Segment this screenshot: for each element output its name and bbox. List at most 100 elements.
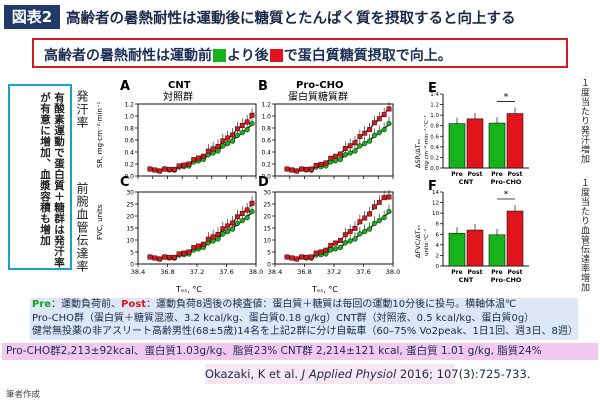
panelB-marker-post — [318, 161, 324, 167]
left-note-text: 有酸素運動で蛋白質＋糖群は発汗率が有意に増加、血漿容積も増加 — [39, 92, 65, 268]
panelA-marker-post — [181, 162, 187, 168]
panelD-marker-post — [367, 211, 373, 217]
panelF-ytick-label: 6 — [436, 232, 440, 238]
panelD-marker-post — [381, 195, 387, 201]
panelA-marker-post — [225, 135, 231, 141]
panelC-marker-post — [171, 254, 177, 260]
panelD-marker-post — [303, 254, 309, 260]
panelC-ytick-label: 0 — [130, 262, 134, 269]
page-title: 高齢者の暑熱耐性は運動後に糖質とたんぱく質を摂取すると向上する — [66, 11, 516, 27]
panelA-marker-pre — [234, 132, 241, 139]
panelB-marker-post — [308, 166, 314, 172]
panelA-ytick-label: 0.8 — [124, 126, 134, 133]
panelA-marker-post — [230, 132, 236, 138]
panelA-marker-post — [200, 153, 206, 159]
panelD-marker-pre — [342, 240, 348, 246]
panelB-marker-post — [357, 134, 363, 140]
panelA-marker-post — [152, 167, 158, 173]
panelC-marker-post — [200, 241, 206, 247]
summary-part1: 高齢者の暑熱耐性は運動前 — [44, 48, 212, 64]
panelC-marker-pre — [239, 217, 245, 224]
panelD-marker-post — [284, 254, 290, 260]
panelB-ytick-label: 1.2 — [261, 102, 271, 109]
panelF-bar-label: Pre — [451, 269, 462, 276]
panelA-marker-post — [215, 144, 221, 149]
footnote-pre-tag: Pre — [32, 299, 52, 310]
panelB-marker-post — [376, 116, 382, 122]
panelD-marker-post — [313, 250, 319, 256]
panelB-marker-post — [367, 127, 373, 133]
panelC-marker-post — [196, 243, 202, 249]
panelD-marker-post — [357, 219, 363, 225]
panelC-xtick-label: 36.8 — [160, 268, 174, 276]
panelD-marker-pre — [386, 208, 392, 215]
panelF-ytick-label: 12 — [432, 201, 439, 207]
panelC-marker-post — [147, 254, 153, 260]
panel-a-plot: 0.0 0.2 0.4 0.6 0.8 1.0 1.2 — [124, 102, 257, 181]
panelA-ytick-label: 0.6 — [124, 138, 134, 145]
panelB-ytick-label: 0.4 — [261, 150, 271, 157]
panel-f-ylabel: ΔFVC/ΔTₑₛ — [414, 225, 422, 258]
panelE-ytick-label: 1.0 — [430, 113, 439, 119]
panelA-marker-post — [171, 166, 177, 172]
panel-a: A CNT 対照群 SR, mg·cm⁻²·min⁻¹ 0.0 0.2 0.4 0.6… — [96, 79, 257, 181]
panelC-marker-post — [244, 207, 250, 213]
panel-b-group: Pro-CHO — [296, 80, 344, 91]
panelF-bar — [506, 210, 524, 267]
panelC-marker-post — [205, 236, 211, 242]
panelB-marker-post — [342, 146, 348, 151]
panelC-marker-post — [215, 232, 221, 237]
left-note-box: 有酸素運動で蛋白質＋糖群は発汗率が有意に増加、血漿容積も増加 — [8, 84, 72, 270]
header-bar: 図表2 高齢者の暑熱耐性は運動後に糖質とたんぱく質を摂取すると向上する — [0, 0, 600, 34]
panel-b-group-jp: 蛋白質糖質群 — [288, 90, 348, 103]
panelB-marker-post — [337, 151, 343, 157]
footnote-post-tag: Post — [121, 299, 146, 310]
panelE-bar — [488, 122, 506, 169]
panel-d-letter: D — [258, 175, 269, 190]
panelC-ytick-label: 25 — [126, 202, 134, 209]
panelC-frame — [137, 191, 257, 265]
panelB-marker-pre — [352, 148, 358, 154]
panelF-bar — [466, 229, 484, 267]
panelE-ytick-label: 0.6 — [430, 134, 439, 140]
panelF-ytick-label: 0 — [436, 264, 440, 270]
panel-b: B Pro-CHO 蛋白質糖質群 0.0 0.2 0.4 0.6 0.8 1.0 1.2 — [258, 79, 394, 181]
panelD-marker-pre — [352, 236, 358, 242]
panelA-marker-post — [205, 148, 211, 154]
panelB-ytick-label: 0.0 — [261, 174, 271, 181]
panelC-marker-post — [220, 226, 226, 232]
panelD-ytick-label: 10 — [263, 238, 271, 245]
panelF-bar-label: Pre — [491, 269, 502, 276]
panelD-marker-post — [362, 215, 368, 221]
panel-d-plot: 0 5 10 15 20 25 30 38.4 36.8 37.2 37.6 38.0 — [263, 190, 400, 277]
panelE-ytick-label: 0.2 — [430, 155, 439, 161]
panelD-marker-post — [289, 255, 295, 261]
panelC-marker-pre — [220, 231, 226, 237]
panelE-bar — [448, 123, 466, 169]
panelF-group-label: Pro-CHO — [491, 276, 522, 284]
panelD-marker-pre — [328, 247, 334, 253]
panelD-marker-post — [308, 254, 314, 260]
panel-a-group-jp: 対照群 — [163, 90, 193, 103]
panelB-marker-pre — [366, 138, 373, 144]
panelF-ytick-label: 8 — [436, 222, 440, 228]
panelC-marker-pre — [225, 228, 231, 235]
panelD-marker-post — [342, 232, 348, 238]
panelB-marker-post — [371, 120, 377, 126]
panelA-marker-post — [220, 138, 226, 144]
footnote-pre-desc: ：運動負荷前、 — [51, 299, 122, 310]
footnote-box: Pre：運動負荷前、Post：運動負荷8週後の検査値：蛋白質＋糖質は毎回の運動1… — [30, 298, 578, 340]
panelB-marker-post — [328, 155, 334, 161]
citation-text: Okazaki, K et al. J Applied Physiol 2016… — [205, 364, 530, 384]
panelC-marker-post — [176, 251, 182, 257]
panel-e: E ΔSR/ΔTₑₛ mg·cm⁻²·min⁻¹·°C⁻¹ 0.0 0.2 0.4 0… — [414, 81, 529, 186]
panelB-marker-post — [352, 140, 358, 146]
panelC-ytick-label: 15 — [126, 226, 134, 233]
panel-b-letter: B — [258, 79, 268, 94]
panelC-marker-post — [225, 223, 231, 229]
panelB-marker-pre — [376, 129, 382, 136]
panelB-marker-post — [323, 160, 329, 166]
panelD-marker-pre — [371, 220, 378, 227]
panelF-ytick-label: 14 — [432, 190, 439, 196]
panelA-marker-pre — [220, 143, 226, 149]
